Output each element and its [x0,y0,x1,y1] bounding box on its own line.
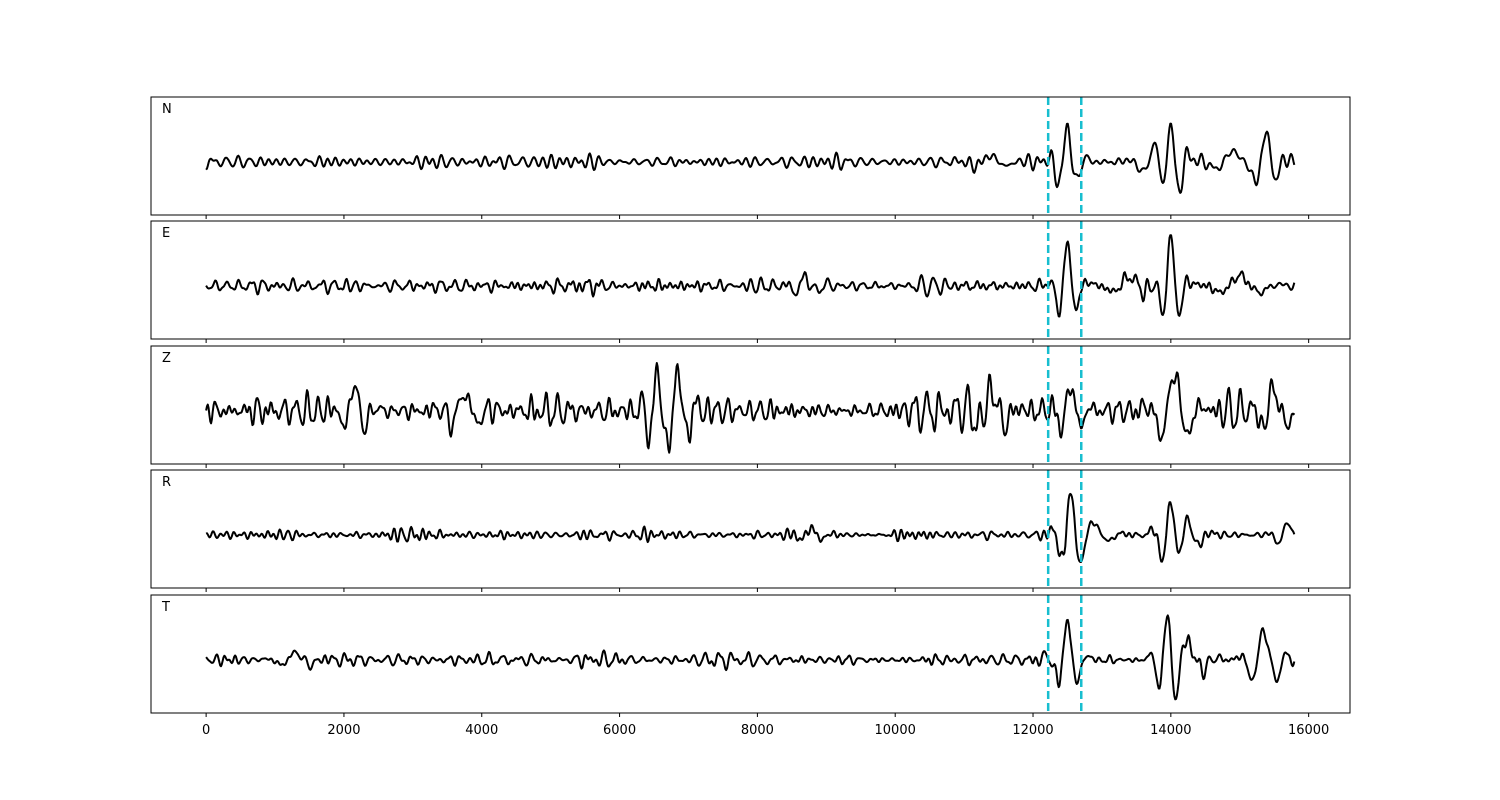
x-axis: 0 2000 4000 6000 8000 10000 12000 14000 16000 [202,723,1329,738]
panel-label: R [162,475,171,490]
x-tick-label: 8000 [741,723,774,738]
panel-label: N [162,102,172,117]
panels: N E Z R T [150,96,1351,717]
x-tick-label: 10000 [875,723,916,738]
x-tick-label: 12000 [1012,723,1053,738]
x-tick-label: 16000 [1288,723,1329,738]
x-tick-label: 2000 [327,723,360,738]
panel-t: T [150,594,1351,717]
panel-z: Z [150,345,1351,468]
panel-frame [150,345,1351,465]
panel-r: R [150,469,1351,592]
panel-frame [150,594,1351,714]
panel-n: N [150,96,1351,219]
x-tick-label: 14000 [1150,723,1191,738]
x-tick-label: 6000 [603,723,636,738]
x-tick-label: 4000 [465,723,498,738]
panel-frame [150,220,1351,340]
trace-z [205,362,1296,454]
panel-label: Z [162,351,171,366]
panel-e: E [150,220,1351,343]
trace-r [205,492,1296,563]
trace-t [205,614,1296,701]
panel-label: T [161,600,170,615]
x-tick-label: 0 [202,723,210,738]
panel-frame [150,96,1351,216]
panel-frame [150,469,1351,589]
trace-n [205,122,1296,194]
trace-e [205,234,1296,318]
panel-label: E [162,226,170,241]
